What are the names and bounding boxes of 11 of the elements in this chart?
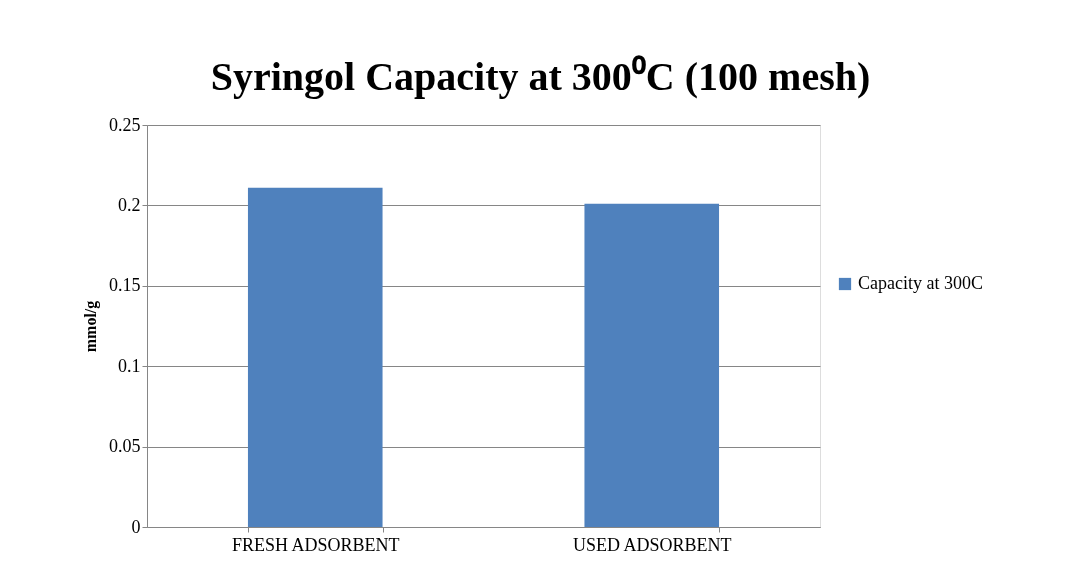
y-tick-label: 0 (131, 516, 141, 537)
y-tick-label: 0.2 (118, 194, 141, 215)
y-tick-label: 0.15 (109, 275, 141, 296)
x-tick-label: FRESH ADSORBENT (231, 534, 400, 555)
chart-title: Syringol Capacity at 300⁰C (100 mesh) (210, 54, 871, 99)
y-axis-title: mmol/g (82, 300, 100, 353)
legend-label: Capacity at 300C (858, 273, 983, 293)
x-tick-label: USED ADSORBENT (572, 534, 732, 555)
y-tick-label: 0.1 (118, 355, 141, 376)
y-tick-label: 0.05 (109, 436, 141, 457)
y-tick-label: 0.25 (109, 114, 141, 135)
